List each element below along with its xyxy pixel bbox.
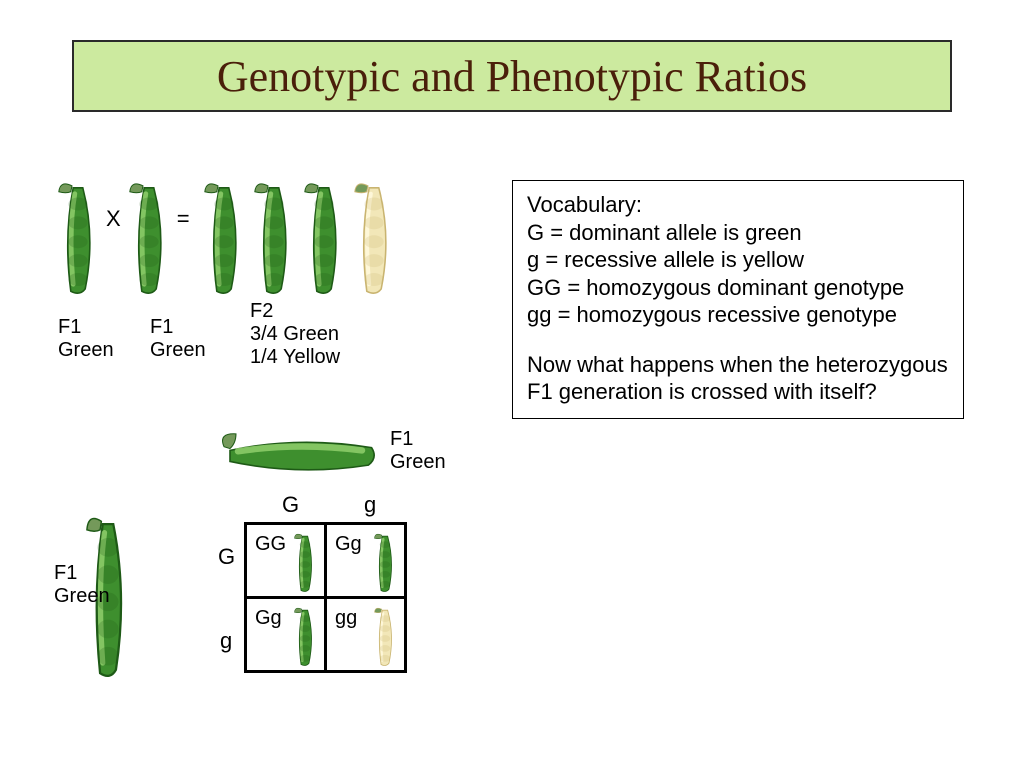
punnett-cell-Gg-bottom: Gg <box>246 598 326 672</box>
row-allele-g: g <box>220 628 232 654</box>
pea-pod-green-icon <box>204 178 244 301</box>
cross-symbol-x: X <box>106 206 121 232</box>
vocab-heading: Vocabulary: <box>527 191 949 219</box>
pea-pod-yellow-small-icon <box>374 605 396 672</box>
top-parent-pod <box>218 432 378 483</box>
pea-pod-green-icon <box>304 178 344 301</box>
row-allele-G: G <box>218 544 235 570</box>
punnett-cell-gg: gg <box>326 598 406 672</box>
page-title: Genotypic and Phenotypic Ratios <box>217 51 807 102</box>
punnett-cell-GG: GG <box>246 524 326 598</box>
vocab-line-1: G = dominant allele is green <box>527 219 949 247</box>
punnett-cell-Gg-top: Gg <box>326 524 406 598</box>
genotype-label: GG <box>255 533 286 556</box>
genotype-label: gg <box>335 607 357 630</box>
pea-pod-green-horizontal-icon <box>218 465 378 482</box>
punnett-area: F1Green G g F1Green G g GG Gg <box>60 432 460 732</box>
pea-pod-green-tall-icon <box>86 667 130 684</box>
genotype-label: Gg <box>335 533 362 556</box>
vocab-question: Now what happens when the heterozygous F… <box>527 351 949 406</box>
vocab-line-2: g = recessive allele is yellow <box>527 246 949 274</box>
pea-pod-green-icon <box>129 178 169 301</box>
vocab-line-3: GG = homozygous dominant genotype <box>527 274 949 302</box>
top-parent-label: F1Green <box>390 428 446 474</box>
title-banner: Genotypic and Phenotypic Ratios <box>72 40 952 112</box>
pea-pod-green-small-icon <box>294 605 316 672</box>
parent1-label: F1Green <box>58 316 114 362</box>
vocab-line-4: gg = homozygous recessive genotype <box>527 301 949 329</box>
pea-pod-green-icon <box>254 178 294 301</box>
left-parent-label: F1Green <box>54 562 110 608</box>
cross-row: X = <box>58 178 394 301</box>
pea-pod-green-small-icon <box>374 531 396 598</box>
col-allele-g: g <box>364 492 376 518</box>
vocab-box: Vocabulary: G = dominant allele is green… <box>512 180 964 419</box>
cross-symbol-eq: = <box>177 206 190 232</box>
col-allele-G: G <box>282 492 299 518</box>
pea-pod-yellow-icon <box>354 178 394 301</box>
pea-pod-green-icon <box>58 178 98 301</box>
pea-pod-green-small-icon <box>294 531 316 598</box>
punnett-square: GG Gg Gg gg <box>244 522 407 673</box>
parent2-label: F1Green <box>150 316 206 362</box>
genotype-label: Gg <box>255 607 282 630</box>
f2-result-label: F23/4 Green1/4 Yellow <box>250 300 340 369</box>
